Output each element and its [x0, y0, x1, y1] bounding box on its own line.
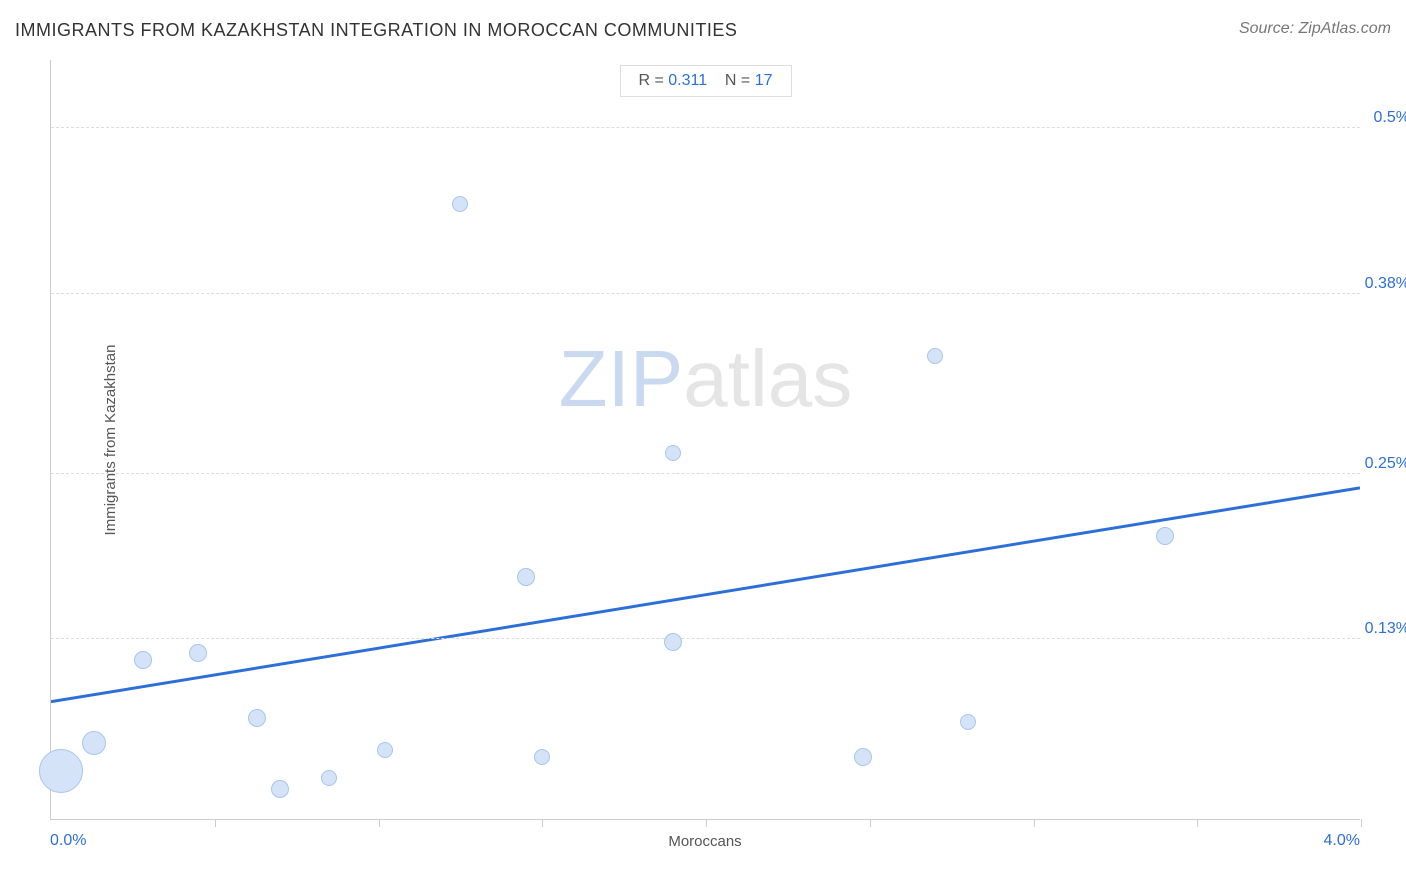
x-tick [1361, 819, 1362, 827]
data-bubble [1156, 527, 1174, 545]
x-tick [706, 819, 707, 827]
watermark-atlas: atlas [683, 334, 852, 423]
stats-box: R = 0.311 N = 17 [619, 65, 791, 97]
data-bubble [452, 196, 468, 212]
x-tick [870, 819, 871, 827]
data-bubble [189, 644, 207, 662]
x-tick [1197, 819, 1198, 827]
x-axis-label: Moroccans [668, 833, 741, 850]
chart-header: IMMIGRANTS FROM KAZAKHSTAN INTEGRATION I… [15, 20, 1391, 50]
data-bubble [960, 714, 976, 730]
y-tick-label: 0.5% [1374, 109, 1406, 127]
n-value: 17 [755, 72, 773, 89]
data-bubble [82, 731, 106, 755]
n-label: N = [725, 72, 755, 89]
x-tick [215, 819, 216, 827]
data-bubble [927, 348, 943, 364]
x-tick [379, 819, 380, 827]
chart-title: IMMIGRANTS FROM KAZAKHSTAN INTEGRATION I… [15, 20, 737, 40]
data-bubble [664, 633, 682, 651]
data-bubble [854, 748, 872, 766]
plot-area: ZIPatlas R = 0.311 N = 17 0.13%0.25%0.38… [50, 60, 1360, 820]
data-bubble [248, 709, 266, 727]
gridline [51, 293, 1360, 294]
y-tick-label: 0.38% [1365, 275, 1406, 293]
data-bubble [377, 742, 393, 758]
r-label: R = [638, 72, 668, 89]
data-bubble [665, 445, 681, 461]
r-value: 0.311 [668, 72, 707, 89]
watermark: ZIPatlas [559, 333, 852, 425]
data-bubble [321, 770, 337, 786]
y-tick-label: 0.13% [1365, 620, 1406, 638]
source-label: Source: ZipAtlas.com [1239, 20, 1391, 38]
trend-line [51, 60, 1360, 819]
data-bubble [134, 651, 152, 669]
x-tick [542, 819, 543, 827]
data-bubble [534, 749, 550, 765]
data-bubble [517, 568, 535, 586]
x-axis-max: 4.0% [1324, 832, 1360, 850]
x-axis-min: 0.0% [50, 832, 86, 850]
x-tick [1034, 819, 1035, 827]
gridline [51, 127, 1360, 128]
watermark-zip: ZIP [559, 334, 683, 423]
y-tick-label: 0.25% [1365, 455, 1406, 473]
data-bubble [39, 749, 83, 793]
gridline [51, 473, 1360, 474]
data-bubble [271, 780, 289, 798]
chart-container: Immigrants from Kazakhstan Moroccans 0.0… [50, 60, 1360, 820]
gridline [51, 638, 1360, 639]
